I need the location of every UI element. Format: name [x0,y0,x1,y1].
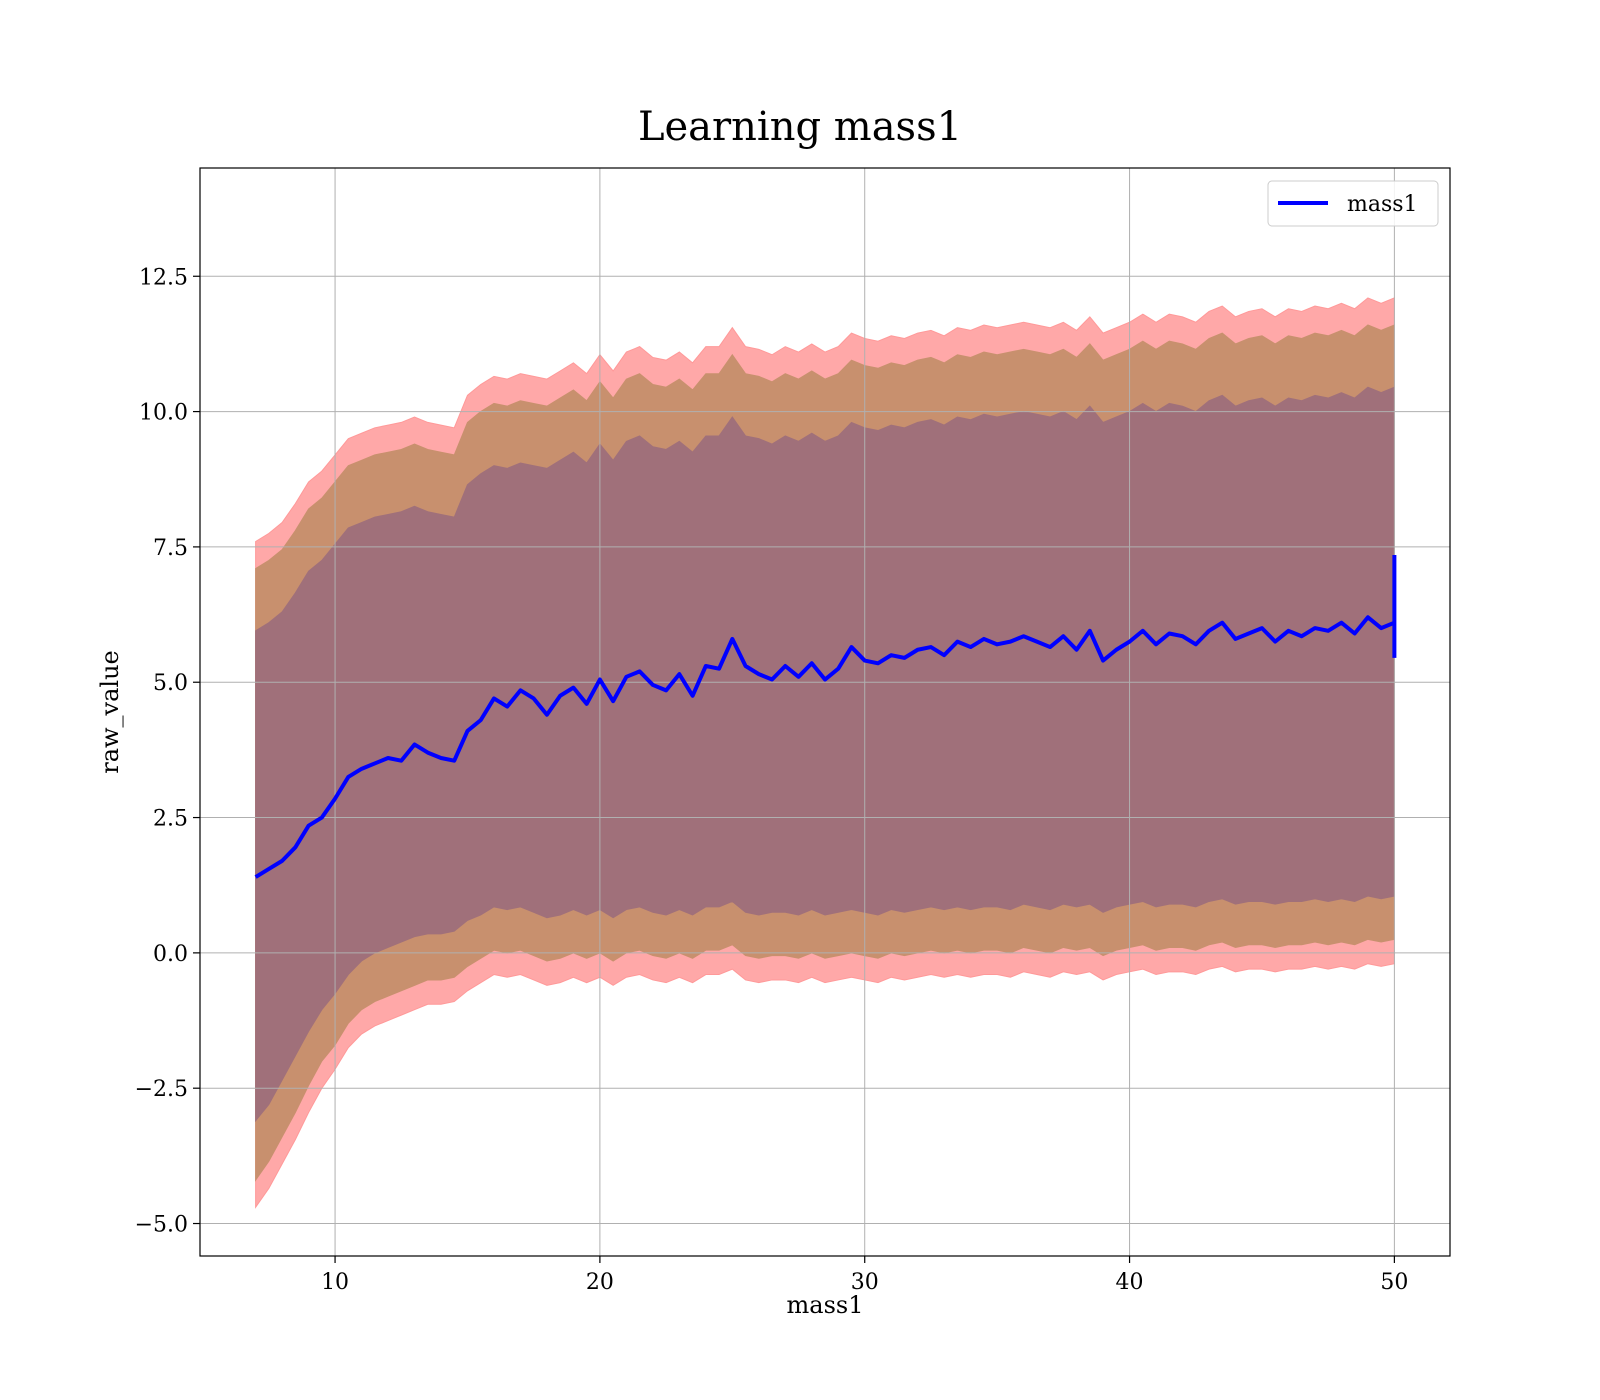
grid [200,168,1450,1256]
series-lines [254,555,1397,879]
y-tick-label: −2.5 [135,1077,188,1102]
y-tick-label: 5.0 [153,671,188,696]
x-tick-label: 10 [321,1270,349,1295]
x-axis: 10 20 30 40 50 [321,1256,1408,1295]
legend: mass1 [1267,180,1439,227]
y-axis-label: raw_value [96,650,124,774]
x-axis-label: mass1 [787,1291,864,1319]
plot-area [199,167,1451,1257]
y-axis: −5.0 −2.5 0.0 2.5 5.0 7.5 10.0 12.5 [135,265,200,1238]
y-tick-label: 12.5 [139,265,188,290]
y-tick-label: 2.5 [153,807,188,832]
y-tick-label: −5.0 [135,1213,188,1238]
legend-label-mass1: mass1 [1347,192,1418,217]
plot-frame [199,167,1451,1257]
series-line-mass1 [254,615,1396,879]
y-tick-label: 10.0 [139,401,188,426]
x-tick-label: 50 [1380,1270,1408,1295]
x-tick-label: 30 [851,1270,879,1295]
chart-title: Learning mass1 [638,104,962,150]
y-tick-label: 7.5 [153,536,188,561]
x-tick-label: 20 [586,1270,614,1295]
x-tick-label: 40 [1116,1270,1144,1295]
confidence-bands [255,297,1395,1209]
y-tick-label: 0.0 [153,942,188,967]
legend-box [1267,180,1439,227]
